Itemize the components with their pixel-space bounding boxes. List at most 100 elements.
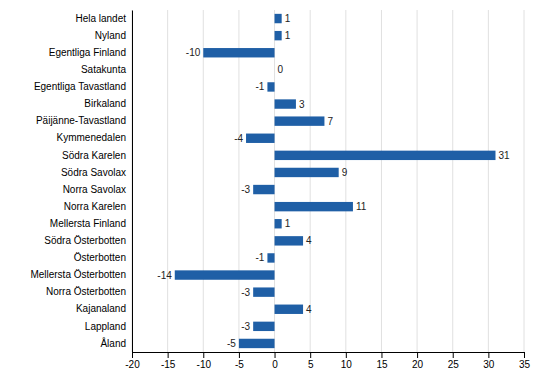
x-tick-mark bbox=[132, 352, 133, 358]
y-tick-label: Egentliga Tavastland bbox=[34, 81, 126, 92]
y-tick-label: Nyland bbox=[95, 30, 126, 41]
grid-line bbox=[167, 10, 168, 352]
x-tick-label: 35 bbox=[519, 359, 531, 370]
data-label: 4 bbox=[306, 304, 312, 315]
x-tick-mark bbox=[524, 352, 525, 358]
x-tick-mark bbox=[168, 352, 169, 358]
x-tick-mark bbox=[453, 352, 454, 358]
y-tick: Birkaland bbox=[84, 98, 126, 109]
y-tick: Egentliga Tavastland bbox=[34, 81, 126, 92]
y-tick: Lappland bbox=[85, 321, 126, 332]
data-label: -4 bbox=[234, 133, 243, 144]
y-tick-label: Hela landet bbox=[75, 13, 126, 24]
data-label: -3 bbox=[241, 184, 250, 195]
grid-line bbox=[488, 10, 489, 352]
y-tick: Norra Österbotten bbox=[46, 286, 126, 297]
x-tick-mark bbox=[310, 352, 311, 358]
data-label: 3 bbox=[299, 99, 305, 110]
y-tick: Mellersta Finland bbox=[50, 218, 126, 229]
y-tick-label: Kymmenedalen bbox=[57, 132, 126, 143]
bar bbox=[275, 305, 304, 314]
data-label: -10 bbox=[186, 47, 201, 58]
data-label: -1 bbox=[256, 81, 265, 92]
bar bbox=[275, 151, 496, 160]
bar bbox=[274, 65, 275, 74]
x-tick-label: 10 bbox=[341, 359, 353, 370]
bar bbox=[275, 14, 282, 23]
data-label: 9 bbox=[342, 167, 348, 178]
data-label: -14 bbox=[157, 270, 172, 281]
x-axis-line bbox=[133, 353, 525, 359]
x-tick: 20 bbox=[412, 352, 424, 370]
y-tick: Norra Karelen bbox=[64, 201, 126, 212]
y-tick-label: Päijänne-Tavastland bbox=[36, 115, 126, 126]
x-tick-label: 25 bbox=[448, 359, 460, 370]
y-tick: Österbotten bbox=[74, 252, 126, 263]
y-axis-line bbox=[132, 11, 133, 353]
y-tick: Mellersta Österbotten bbox=[30, 269, 126, 280]
bar bbox=[253, 287, 274, 296]
x-tick-label: -5 bbox=[235, 359, 244, 370]
data-label: 31 bbox=[498, 150, 510, 161]
x-tick-mark bbox=[417, 352, 418, 358]
bar bbox=[275, 116, 325, 125]
y-tick: Södra Österbotten bbox=[44, 235, 126, 246]
y-tick: Södra Karelen bbox=[62, 150, 126, 161]
x-tick-label: -20 bbox=[125, 359, 140, 370]
x-tick-mark bbox=[346, 352, 347, 358]
y-tick-label: Åland bbox=[100, 337, 126, 349]
data-label: -5 bbox=[227, 338, 236, 349]
y-tick-label: Norra Karelen bbox=[64, 201, 126, 212]
y-tick-label: Norra Savolax bbox=[63, 184, 126, 195]
y-tick: Päijänne-Tavastland bbox=[36, 115, 126, 126]
y-tick: Nyland bbox=[95, 30, 126, 41]
bar bbox=[239, 339, 275, 348]
bar bbox=[275, 99, 296, 108]
y-tick-label: Mellersta Österbotten bbox=[30, 269, 126, 280]
y-axis: Hela landet Nyland Egentliga Finland Sataku… bbox=[30, 11, 132, 353]
y-tick-label: Satakunta bbox=[81, 64, 126, 75]
y-tick-label: Egentliga Finland bbox=[49, 47, 126, 58]
chart: -20-15-10-505101520253035Hela landetNyla… bbox=[0, 0, 546, 376]
data-label: 7 bbox=[327, 116, 333, 127]
bar bbox=[267, 253, 274, 262]
grid bbox=[132, 10, 524, 352]
grid-line bbox=[274, 10, 275, 352]
y-tick: Satakunta bbox=[81, 64, 126, 75]
x-tick: -20 bbox=[125, 352, 140, 370]
x-tick-label: 20 bbox=[412, 359, 424, 370]
x-tick: 0 bbox=[272, 352, 278, 370]
bar bbox=[267, 82, 274, 91]
x-tick: 10 bbox=[341, 352, 353, 370]
x-tick-mark bbox=[203, 352, 204, 358]
y-tick: Kymmenedalen bbox=[57, 132, 126, 143]
x-tick: -10 bbox=[197, 352, 212, 370]
y-tick: Södra Savolax bbox=[61, 167, 126, 178]
data-label: -3 bbox=[241, 287, 250, 298]
bars bbox=[175, 14, 496, 348]
x-tick-mark bbox=[381, 352, 382, 358]
x-tick-mark bbox=[275, 352, 276, 358]
data-label: 1 bbox=[285, 30, 291, 41]
grid-line bbox=[381, 10, 382, 352]
x-tick: 35 bbox=[519, 352, 531, 370]
x-tick-label: -15 bbox=[161, 359, 176, 370]
y-tick-label: Norra Österbotten bbox=[46, 286, 126, 297]
y-tick-label: Österbotten bbox=[74, 252, 126, 263]
x-tick: 25 bbox=[448, 352, 460, 370]
x-tick: -5 bbox=[235, 352, 244, 370]
y-tick-label: Mellersta Finland bbox=[50, 218, 126, 229]
data-label: -3 bbox=[241, 321, 250, 332]
data-labels: 11-100-137-4319-31114-1-14-34-3-5 bbox=[157, 13, 510, 349]
grid-line bbox=[345, 10, 346, 352]
x-tick-mark bbox=[239, 352, 240, 358]
y-tick-label: Lappland bbox=[85, 321, 126, 332]
x-tick-label: -10 bbox=[197, 359, 212, 370]
x-tick: 30 bbox=[483, 352, 495, 370]
x-tick-label: 0 bbox=[272, 359, 278, 370]
y-tick: Egentliga Finland bbox=[49, 47, 126, 58]
bar bbox=[275, 236, 304, 245]
x-tick: -15 bbox=[161, 352, 176, 370]
data-label: 11 bbox=[356, 201, 367, 212]
x-tick-label: 5 bbox=[308, 359, 314, 370]
